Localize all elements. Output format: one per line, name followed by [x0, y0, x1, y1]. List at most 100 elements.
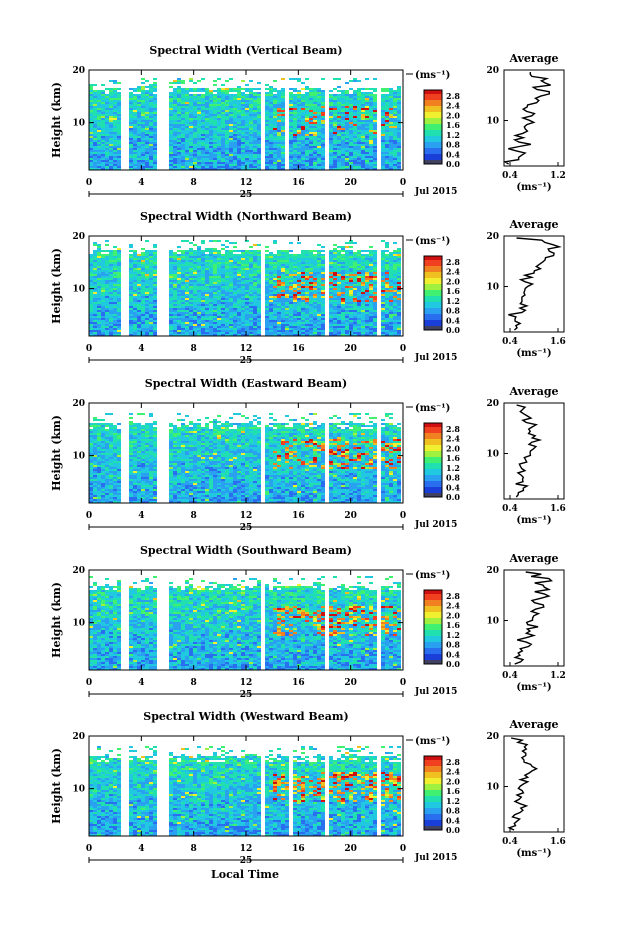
heatmap-cell: [141, 328, 145, 330]
heatmap-cell: [109, 80, 113, 82]
heatmap-cell: [265, 260, 269, 262]
heatmap-cell: [137, 150, 141, 152]
heatmap-cell: [345, 114, 349, 116]
heatmap-cell: [297, 150, 301, 152]
heatmap-cell: [137, 326, 141, 328]
heatmap-cell: [217, 126, 221, 128]
heatmap-cell: [317, 126, 321, 128]
heatmap-cell: [173, 304, 177, 306]
heatmap-cell: [97, 120, 101, 122]
heatmap-cell: [173, 150, 177, 152]
heatmap-cell: [373, 152, 377, 154]
heatmap-cell: [237, 108, 241, 110]
heatmap-cell: [209, 112, 213, 114]
heatmap-cell: [249, 122, 253, 124]
heatmap-cell: [173, 310, 177, 312]
heatmap-cell: [205, 114, 209, 116]
heatmap-cell: [229, 284, 233, 286]
heatmap-cell: [357, 134, 361, 136]
heatmap-cell: [205, 254, 209, 256]
heatmap-cell: [205, 272, 209, 274]
heatmap-cell: [221, 144, 225, 146]
heatmap-cell: [181, 104, 185, 106]
heatmap-cell: [141, 324, 145, 326]
heatmap-cell: [133, 306, 137, 308]
heatmap-cell: [189, 276, 193, 278]
heatmap-cell: [389, 106, 393, 108]
heatmap-cell: [105, 330, 109, 332]
heatmap-cell: [237, 144, 241, 146]
heatmap-cell: [381, 108, 385, 110]
heatmap-cell: [221, 258, 225, 260]
heatmap-cell: [297, 334, 301, 336]
heatmap-cell: [313, 96, 317, 98]
heatmap-cell: [193, 146, 197, 148]
heatmap-cell: [145, 270, 149, 272]
heatmap-cell: [257, 308, 261, 310]
heatmap-cell: [253, 142, 257, 144]
heatmap-cell: [321, 168, 325, 170]
heatmap-cell: [237, 306, 241, 308]
heatmap-cell: [241, 142, 245, 144]
heatmap-cell: [141, 124, 145, 126]
heatmap-cell: [249, 114, 253, 116]
heatmap-cell: [93, 308, 97, 310]
heatmap-cell: [201, 90, 205, 92]
heatmap-cell: [353, 96, 357, 98]
heatmap-cell: [357, 126, 361, 128]
heatmap-cell: [177, 122, 181, 124]
heatmap-cell: [185, 102, 189, 104]
heatmap-cell: [253, 306, 257, 308]
heatmap-cell: [365, 100, 369, 102]
heatmap-cell: [225, 126, 229, 128]
heatmap-cell: [361, 108, 365, 110]
heatmap-cell: [285, 250, 289, 252]
heatmap-cell: [233, 270, 237, 272]
heatmap-cell: [393, 138, 397, 140]
heatmap-cell: [349, 144, 353, 146]
heatmap-cell: [89, 84, 93, 86]
heatmap-cell: [109, 168, 113, 170]
heatmap-cell: [105, 268, 109, 270]
heatmap-cell: [277, 168, 281, 170]
heatmap-cell: [241, 276, 245, 278]
x-tick-label: 4: [138, 178, 144, 188]
heatmap-cell: [233, 246, 237, 248]
heatmap-cell: [133, 158, 137, 160]
heatmap-cell: [173, 122, 177, 124]
heatmap-cell: [269, 308, 273, 310]
heatmap-cell: [97, 286, 101, 288]
heatmap-cell: [309, 90, 313, 92]
heatmap-cell: [213, 334, 217, 336]
heatmap-cell: [181, 142, 185, 144]
heatmap-cell: [185, 318, 189, 320]
heatmap-cell: [185, 320, 189, 322]
heatmap-cell: [297, 144, 301, 146]
heatmap-cell: [217, 270, 221, 272]
heatmap-cell: [101, 144, 105, 146]
heatmap-cell: [221, 326, 225, 328]
heatmap-cell: [113, 286, 117, 288]
heatmap-cell: [277, 108, 281, 110]
heatmap-cell: [209, 158, 213, 160]
heatmap-cell: [153, 252, 157, 254]
heatmap-cell: [253, 282, 257, 284]
heatmap-cell: [393, 120, 397, 122]
heatmap-cell: [97, 246, 101, 248]
heatmap-cell: [221, 270, 225, 272]
heatmap-cell: [301, 254, 305, 256]
heatmap-cell: [273, 328, 277, 330]
heatmap-cell: [205, 322, 209, 324]
heatmap-cell: [193, 102, 197, 104]
heatmap-cell: [341, 152, 345, 154]
heatmap-cell: [213, 90, 217, 92]
heatmap-cell: [117, 252, 121, 254]
heatmap-cell: [293, 150, 297, 152]
heatmap-cell: [181, 144, 185, 146]
heatmap-cell: [105, 144, 109, 146]
heatmap-cell: [97, 92, 101, 94]
heatmap-cell: [169, 296, 173, 298]
heatmap-cell: [333, 110, 337, 112]
heatmap-cell: [101, 164, 105, 166]
